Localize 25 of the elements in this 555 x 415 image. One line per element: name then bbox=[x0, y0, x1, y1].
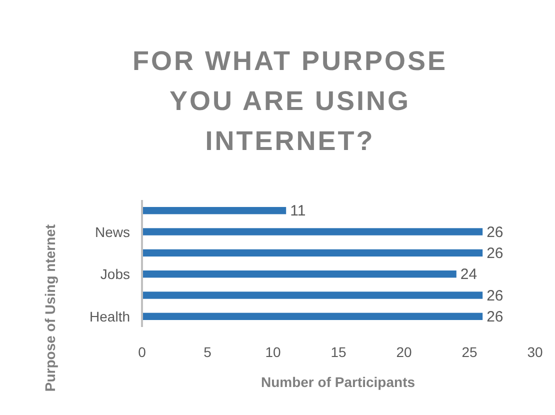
data-label: 24 bbox=[460, 266, 478, 284]
x-tick-label: 20 bbox=[396, 344, 412, 360]
y-tick-label: Health bbox=[90, 308, 130, 324]
y-tick-label: Jobs bbox=[100, 266, 130, 282]
bar bbox=[142, 206, 286, 214]
data-label: 11 bbox=[290, 202, 306, 220]
bar bbox=[142, 228, 483, 236]
y-tick-label: News bbox=[94, 224, 130, 240]
y-axis-title: Purpose of Using nternet bbox=[42, 224, 58, 392]
x-tick-label: 5 bbox=[204, 344, 212, 360]
x-tick-label: 25 bbox=[462, 344, 478, 360]
bar bbox=[142, 270, 456, 278]
x-tick-label: 0 bbox=[138, 344, 146, 360]
data-label: 26 bbox=[486, 244, 504, 262]
data-label: 26 bbox=[486, 224, 504, 241]
x-tick-label: 10 bbox=[265, 344, 281, 360]
data-label: 26 bbox=[486, 287, 504, 304]
x-tick-label: 15 bbox=[330, 344, 346, 360]
chart-title: FOR WHAT PURPOSE YOU ARE USING INTERNET? bbox=[132, 46, 448, 156]
bar bbox=[142, 249, 483, 257]
bar bbox=[142, 312, 483, 320]
bar bbox=[142, 292, 483, 299]
x-axis-title: Number of Participants bbox=[260, 374, 416, 390]
data-label: 26 bbox=[486, 308, 504, 326]
x-tick-label: 30 bbox=[527, 344, 543, 360]
